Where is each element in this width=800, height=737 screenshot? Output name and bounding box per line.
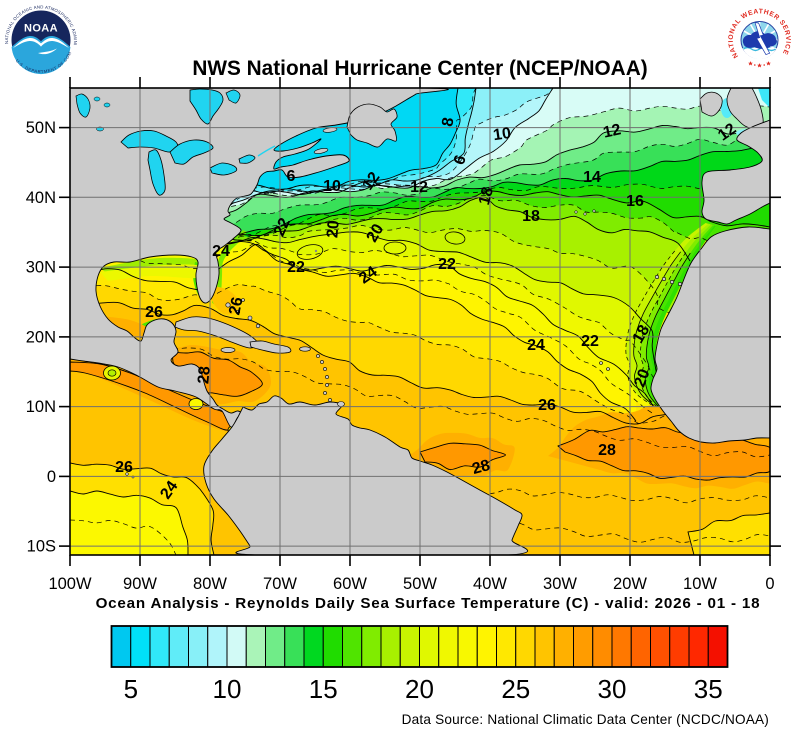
svg-text:90W: 90W (123, 575, 157, 593)
svg-text:28: 28 (195, 365, 213, 384)
svg-text:50W: 50W (403, 575, 437, 593)
svg-text:8: 8 (439, 116, 457, 128)
svg-text:60W: 60W (333, 575, 367, 593)
svg-text:26: 26 (538, 397, 556, 414)
svg-text:22: 22 (581, 333, 599, 350)
svg-text:Data Source: National Climatic: Data Source: National Climatic Data Cent… (402, 712, 769, 727)
svg-text:10: 10 (323, 178, 341, 195)
svg-text:28: 28 (598, 442, 616, 459)
svg-text:6: 6 (287, 168, 296, 185)
svg-text:20: 20 (631, 367, 653, 390)
svg-text:20N: 20N (26, 328, 56, 346)
svg-text:12: 12 (410, 179, 428, 196)
svg-text:25: 25 (501, 674, 530, 704)
svg-text:20: 20 (324, 219, 342, 238)
svg-text:24: 24 (527, 337, 545, 354)
svg-text:15: 15 (309, 674, 338, 704)
svg-text:80W: 80W (193, 575, 227, 593)
svg-text:50N: 50N (26, 119, 56, 137)
svg-text:30: 30 (598, 674, 627, 704)
svg-text:40N: 40N (26, 189, 56, 207)
svg-text:18: 18 (476, 185, 497, 207)
svg-text:28: 28 (470, 457, 492, 478)
svg-text:30N: 30N (26, 259, 56, 277)
svg-text:10: 10 (492, 125, 512, 144)
svg-text:12: 12 (602, 121, 623, 141)
svg-text:10S: 10S (27, 538, 56, 556)
svg-text:26: 26 (226, 296, 246, 317)
svg-text:18: 18 (522, 208, 540, 225)
svg-text:NWS National Hurricane Center: NWS National Hurricane Center (NCEP/NOAA… (192, 57, 647, 80)
svg-text:0: 0 (765, 575, 774, 593)
svg-text:20: 20 (405, 674, 434, 704)
svg-text:10: 10 (213, 674, 242, 704)
svg-text:70W: 70W (263, 575, 297, 593)
svg-text:0: 0 (47, 468, 56, 486)
svg-text:35: 35 (694, 674, 723, 704)
svg-text:22: 22 (438, 256, 456, 273)
svg-text:22: 22 (287, 259, 305, 276)
svg-text:20: 20 (364, 221, 388, 245)
svg-text:16: 16 (626, 193, 644, 210)
svg-text:10N: 10N (26, 398, 56, 416)
svg-text:30W: 30W (543, 575, 577, 593)
svg-text:5: 5 (124, 674, 138, 704)
svg-text:14: 14 (583, 169, 601, 186)
svg-text:22: 22 (271, 215, 294, 238)
svg-text:Ocean Analysis - Reynolds Dail: Ocean Analysis - Reynolds Daily Sea Surf… (96, 595, 761, 612)
svg-text:100W: 100W (48, 575, 92, 593)
svg-text:20W: 20W (613, 575, 647, 593)
svg-text:10W: 10W (683, 575, 717, 593)
svg-text:24: 24 (212, 243, 230, 260)
svg-text:26: 26 (145, 304, 163, 321)
svg-text:40W: 40W (473, 575, 507, 593)
svg-text:26: 26 (115, 459, 133, 476)
svg-text:NOAA: NOAA (24, 23, 58, 35)
svg-text:18: 18 (630, 322, 654, 346)
